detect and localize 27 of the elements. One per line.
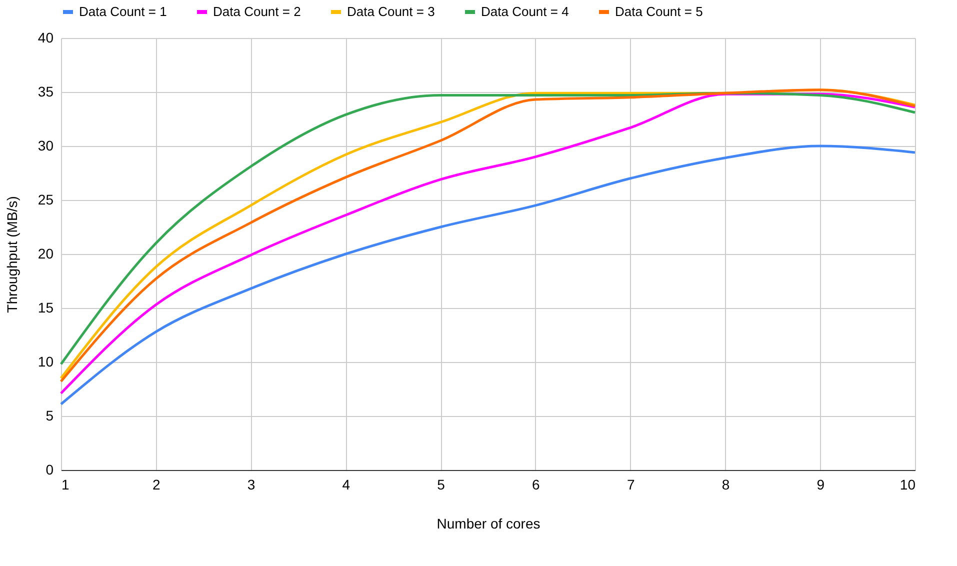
x-tick-label: 6: [532, 476, 540, 492]
x-tick-label: 8: [722, 476, 730, 492]
legend-label: Data Count = 1: [79, 4, 167, 19]
y-tick-label: 30: [38, 138, 54, 154]
x-tick-label: 10: [900, 476, 916, 492]
x-tick-label: 4: [342, 476, 350, 492]
x-tick-label: 9: [816, 476, 825, 492]
legend-label: Data Count = 4: [481, 4, 569, 19]
legend-label: Data Count = 3: [347, 4, 435, 19]
y-tick-label: 15: [38, 300, 54, 316]
y-tick-label: 40: [38, 30, 54, 46]
y-tick-label: 25: [38, 192, 54, 208]
line-series: [60, 144, 916, 406]
x-tick-label: 2: [152, 476, 160, 492]
legend-label: Data Count = 5: [615, 4, 703, 19]
y-tick-label: 20: [38, 246, 54, 262]
y-tick-label: 35: [38, 84, 54, 100]
y-tick-label: 0: [46, 462, 54, 478]
x-tick-label: 3: [247, 476, 256, 492]
y-tick-label: 10: [38, 354, 54, 370]
x-tick-label: 1: [62, 476, 70, 492]
y-axis-title: Throughput (MB/s): [4, 196, 20, 313]
x-axis-title: Number of cores: [436, 516, 540, 532]
x-tick-label: 7: [626, 476, 635, 492]
y-tick-label: 5: [46, 408, 54, 424]
x-tick-label: 5: [437, 476, 446, 492]
legend-label: Data Count = 2: [213, 4, 301, 19]
